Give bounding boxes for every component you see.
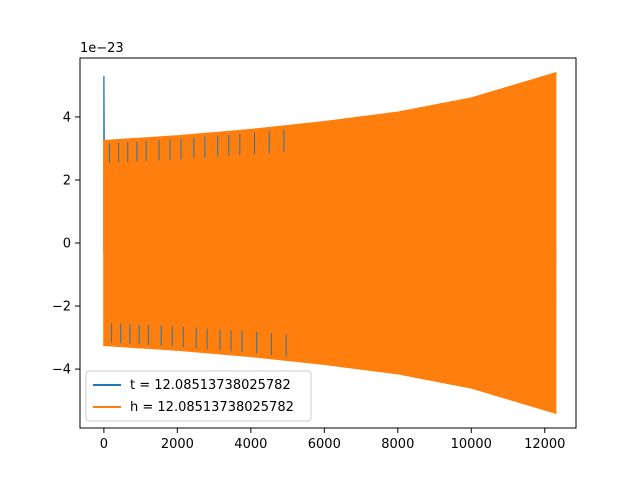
y-tick-label: 2	[63, 173, 71, 188]
y-tick-label: −4	[52, 363, 71, 378]
y-offset-label: 1e−23	[80, 41, 124, 56]
plot-area	[103, 71, 557, 415]
y-tick-label: 4	[63, 110, 71, 125]
legend-box	[85, 370, 312, 422]
x-tick-label: 2000	[161, 437, 194, 452]
y-tick-label: −2	[52, 300, 71, 315]
x-tick-label: 6000	[308, 437, 341, 452]
x-tick-label: 0	[100, 437, 108, 452]
y-tick-label: 0	[63, 237, 71, 252]
y-axis: −4 −2 0 2 4	[52, 110, 80, 378]
x-tick-label: 10000	[451, 437, 492, 452]
x-tick-label: 4000	[234, 437, 267, 452]
x-tick-label: 12000	[524, 437, 565, 452]
legend-label-h: h = 12.08513738025782	[130, 400, 294, 415]
x-tick-label: 8000	[381, 437, 414, 452]
legend: t = 12.08513738025782 h = 12.08513738025…	[85, 370, 312, 422]
series-line-h	[103, 71, 557, 415]
x-axis: 0 2000 4000 6000 8000 10000 12000	[100, 428, 565, 452]
legend-label-t: t = 12.08513738025782	[130, 378, 291, 393]
